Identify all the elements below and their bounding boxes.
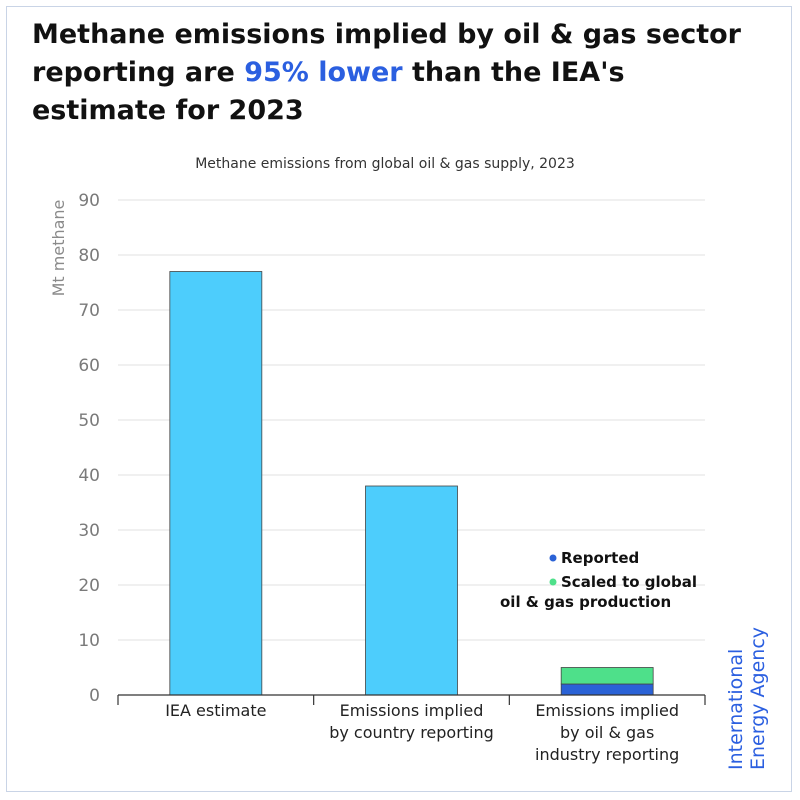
x-tick-label: by oil & gas	[560, 723, 654, 742]
y-tick-label: 10	[78, 631, 100, 651]
y-tick-label: 50	[78, 411, 100, 431]
iea-logo-line-2: Energy Agency	[747, 626, 769, 770]
x-tick-label: Emissions implied	[340, 701, 484, 720]
x-tick-label: by country reporting	[329, 723, 494, 742]
legend-marker	[549, 554, 557, 562]
y-tick-label: 40	[78, 466, 100, 486]
headline: Methane emissions implied by oil & gas s…	[32, 16, 752, 130]
y-tick-label: 90	[78, 191, 100, 211]
figure-frame	[6, 6, 792, 792]
y-tick-label: 0	[89, 686, 100, 706]
legend-label: oil & gas production	[500, 593, 671, 611]
x-tick-label: IEA estimate	[165, 701, 266, 720]
legend-label: Scaled to global	[561, 573, 697, 591]
chart-title: Methane emissions from global oil & gas …	[195, 156, 575, 172]
headline-part-1: Methane emissions implied by oil & gas s…	[32, 19, 741, 88]
iea-logo: International Energy Agency	[725, 627, 769, 770]
headline-highlight: 95% lower	[244, 57, 403, 88]
legend-marker	[549, 578, 557, 586]
x-tick-label: Emissions implied	[535, 701, 679, 720]
bar	[169, 271, 263, 696]
y-tick-label: 80	[78, 246, 100, 266]
headline-part-2: than the IEA's estimate for 2023	[32, 57, 625, 126]
x-tick-label: industry reporting	[535, 745, 679, 764]
bar-segment	[560, 667, 654, 685]
y-tick-label: 30	[78, 521, 100, 541]
y-tick-label: 70	[78, 301, 100, 321]
bar	[365, 485, 458, 696]
legend-label: Reported	[561, 549, 639, 567]
iea-logo-line-1: International	[725, 648, 747, 770]
y-axis-label: Mt methane	[49, 200, 68, 297]
y-tick-label: 60	[78, 356, 100, 376]
y-tick-label: 20	[78, 576, 100, 596]
bar-segment	[560, 683, 654, 696]
